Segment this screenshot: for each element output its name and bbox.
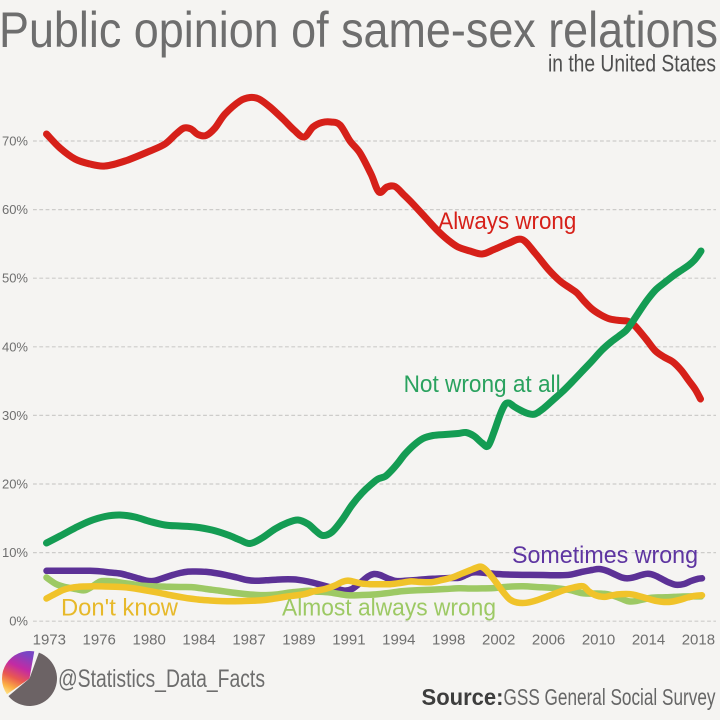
svg-text:GSS General Social Survey: GSS General Social Survey: [504, 684, 716, 710]
svg-text:1991: 1991: [332, 631, 365, 648]
svg-text:50%: 50%: [2, 271, 28, 286]
svg-text:10%: 10%: [2, 545, 28, 560]
svg-text:Always wrong: Always wrong: [438, 208, 576, 235]
svg-text:2014: 2014: [632, 631, 665, 648]
svg-text:60%: 60%: [2, 202, 28, 217]
svg-text:2006: 2006: [532, 631, 565, 648]
svg-text:Source:: Source:: [422, 684, 504, 710]
svg-text:2018: 2018: [682, 631, 715, 648]
svg-text:Almost always wrong: Almost always wrong: [282, 595, 496, 622]
svg-text:1987: 1987: [232, 631, 265, 648]
svg-text:40%: 40%: [2, 339, 28, 354]
svg-text:2010: 2010: [582, 631, 615, 648]
svg-text:in the United States: in the United States: [548, 51, 716, 78]
svg-text:1984: 1984: [182, 631, 215, 648]
svg-text:30%: 30%: [2, 408, 28, 423]
svg-text:Don't know: Don't know: [61, 595, 179, 622]
svg-text:1980: 1980: [133, 631, 166, 648]
svg-text:1976: 1976: [83, 631, 116, 648]
svg-text:0%: 0%: [9, 614, 28, 629]
svg-text:1989: 1989: [282, 631, 315, 648]
svg-text:20%: 20%: [2, 477, 28, 492]
svg-text:70%: 70%: [2, 134, 28, 149]
svg-text:1973: 1973: [33, 631, 66, 648]
svg-text:Not wrong at all: Not wrong at all: [404, 371, 561, 398]
svg-text:1994: 1994: [382, 631, 415, 648]
svg-text:2002: 2002: [482, 631, 515, 648]
svg-text:Public opinion of same-sex rel: Public opinion of same-sex relations: [0, 2, 718, 58]
svg-text:1998: 1998: [432, 631, 465, 648]
svg-text:Sometimes wrong: Sometimes wrong: [512, 542, 698, 569]
svg-text:@Statistics_Data_Facts: @Statistics_Data_Facts: [58, 665, 265, 693]
